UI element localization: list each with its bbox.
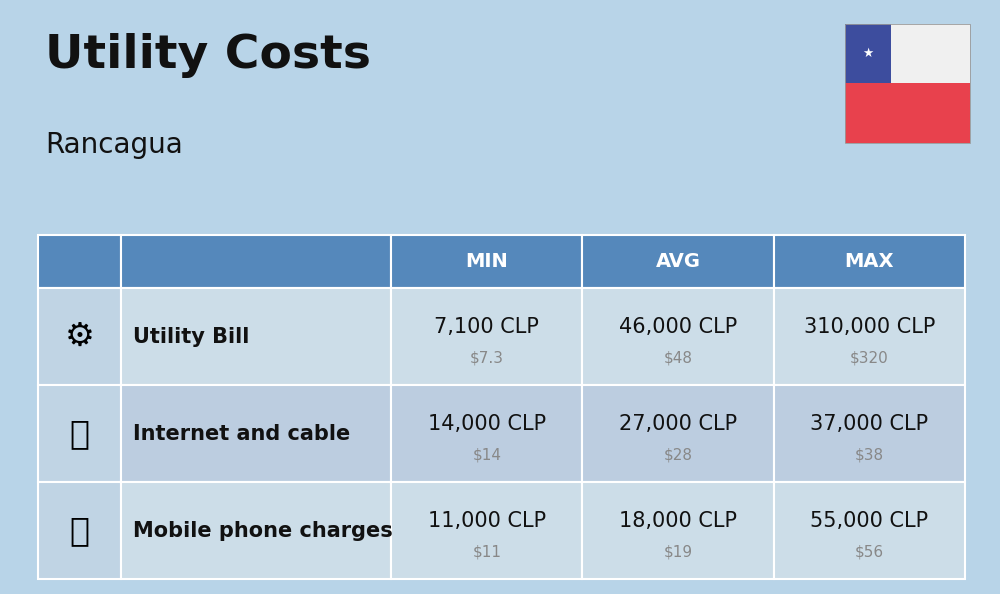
- Text: ★: ★: [862, 47, 874, 60]
- FancyBboxPatch shape: [845, 83, 970, 143]
- FancyBboxPatch shape: [121, 385, 391, 482]
- FancyBboxPatch shape: [391, 288, 582, 385]
- Text: $7.3: $7.3: [470, 350, 504, 365]
- FancyBboxPatch shape: [38, 288, 121, 385]
- FancyBboxPatch shape: [121, 288, 391, 385]
- Text: Rancagua: Rancagua: [45, 131, 183, 159]
- FancyBboxPatch shape: [582, 482, 774, 579]
- FancyBboxPatch shape: [774, 482, 965, 579]
- Text: 18,000 CLP: 18,000 CLP: [619, 511, 737, 531]
- FancyBboxPatch shape: [391, 482, 582, 579]
- Text: 37,000 CLP: 37,000 CLP: [810, 414, 928, 434]
- Text: Internet and cable: Internet and cable: [133, 424, 351, 444]
- FancyBboxPatch shape: [38, 235, 121, 288]
- Text: MAX: MAX: [845, 252, 894, 271]
- Text: 7,100 CLP: 7,100 CLP: [434, 317, 539, 337]
- FancyBboxPatch shape: [38, 385, 121, 482]
- Text: AVG: AVG: [656, 252, 701, 271]
- FancyBboxPatch shape: [774, 235, 965, 288]
- Text: ⚙: ⚙: [65, 320, 95, 353]
- Text: 11,000 CLP: 11,000 CLP: [428, 511, 546, 531]
- FancyBboxPatch shape: [121, 235, 391, 288]
- Text: MIN: MIN: [465, 252, 508, 271]
- FancyBboxPatch shape: [582, 235, 774, 288]
- Text: $48: $48: [664, 350, 693, 365]
- FancyBboxPatch shape: [38, 482, 121, 579]
- Text: $19: $19: [664, 545, 693, 560]
- Text: 46,000 CLP: 46,000 CLP: [619, 317, 737, 337]
- Text: 📱: 📱: [70, 514, 90, 547]
- Text: $56: $56: [855, 545, 884, 560]
- Text: 55,000 CLP: 55,000 CLP: [810, 511, 928, 531]
- Text: 27,000 CLP: 27,000 CLP: [619, 414, 737, 434]
- FancyBboxPatch shape: [582, 385, 774, 482]
- Text: 📡: 📡: [70, 417, 90, 450]
- Text: $38: $38: [855, 447, 884, 463]
- FancyBboxPatch shape: [774, 385, 965, 482]
- FancyBboxPatch shape: [774, 288, 965, 385]
- Text: $320: $320: [850, 350, 889, 365]
- FancyBboxPatch shape: [845, 24, 891, 83]
- Text: Utility Bill: Utility Bill: [133, 327, 250, 346]
- FancyBboxPatch shape: [845, 24, 970, 83]
- Text: 310,000 CLP: 310,000 CLP: [804, 317, 935, 337]
- Text: Mobile phone charges: Mobile phone charges: [133, 520, 393, 541]
- FancyBboxPatch shape: [121, 482, 391, 579]
- Text: $11: $11: [472, 545, 501, 560]
- FancyBboxPatch shape: [582, 288, 774, 385]
- FancyBboxPatch shape: [391, 235, 582, 288]
- FancyBboxPatch shape: [391, 385, 582, 482]
- Text: $14: $14: [472, 447, 501, 463]
- Text: 14,000 CLP: 14,000 CLP: [428, 414, 546, 434]
- Text: $28: $28: [664, 447, 693, 463]
- Text: Utility Costs: Utility Costs: [45, 33, 371, 78]
